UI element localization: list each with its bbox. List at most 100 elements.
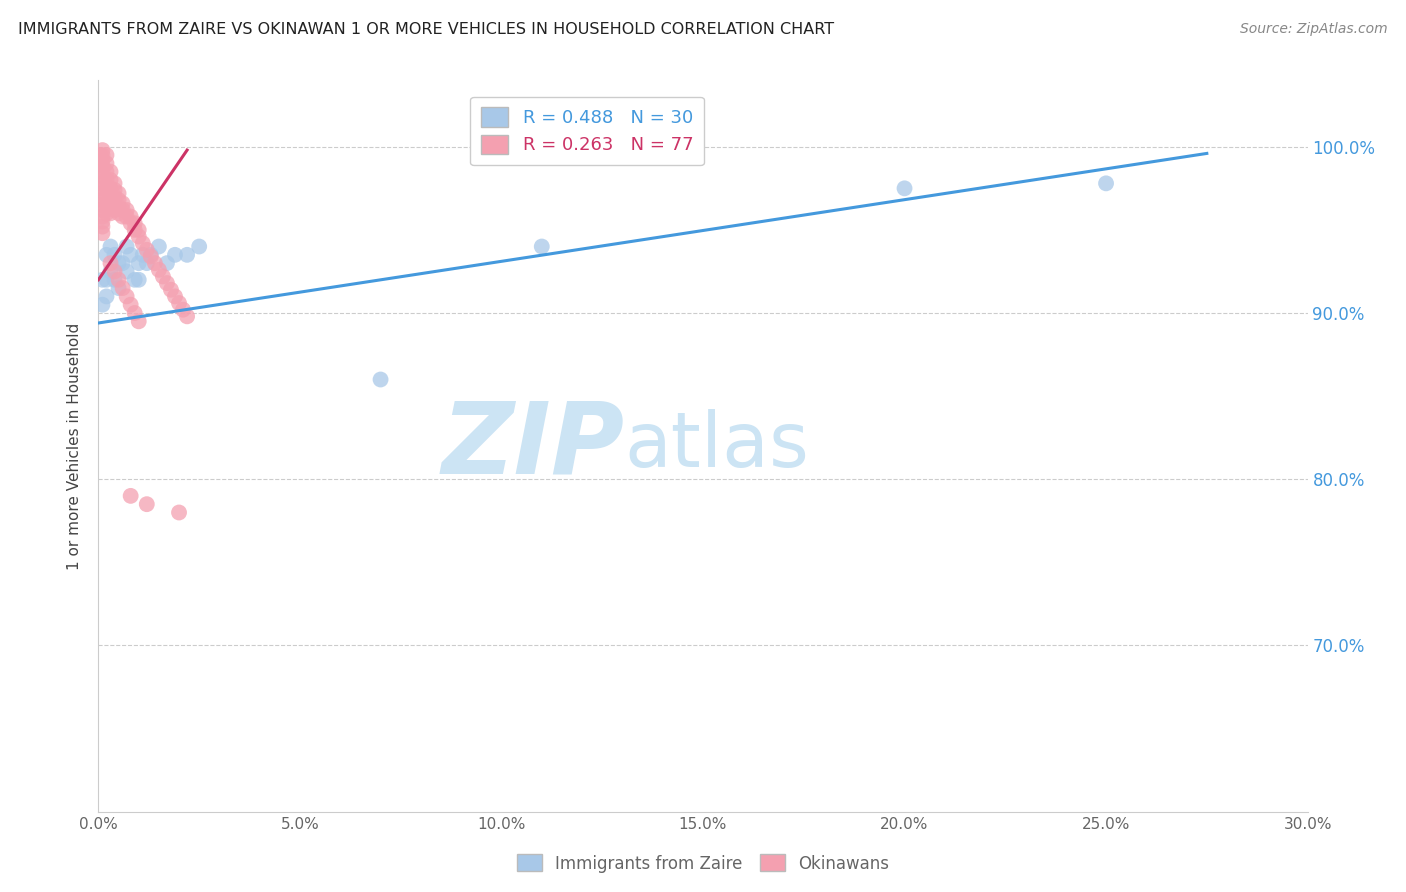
Point xyxy=(96,206,118,220)
Point xyxy=(893,181,915,195)
Point xyxy=(143,256,166,270)
Point xyxy=(132,248,155,262)
Point xyxy=(120,248,142,262)
Point xyxy=(120,298,142,312)
Point xyxy=(120,210,142,224)
Point xyxy=(167,506,190,520)
Point xyxy=(100,256,122,270)
Point xyxy=(1095,177,1118,191)
Point xyxy=(103,177,125,191)
Point xyxy=(91,186,114,201)
Point xyxy=(139,248,162,262)
Point xyxy=(163,248,186,262)
Point xyxy=(107,281,129,295)
Point xyxy=(115,202,138,217)
Point xyxy=(124,216,146,230)
Point xyxy=(128,256,150,270)
Point xyxy=(107,206,129,220)
Point xyxy=(100,264,122,278)
Point xyxy=(188,239,211,253)
Point xyxy=(91,148,114,162)
Point xyxy=(124,223,146,237)
Point xyxy=(120,489,142,503)
Point xyxy=(176,248,198,262)
Point xyxy=(115,264,138,278)
Point xyxy=(89,148,111,162)
Point xyxy=(163,289,186,303)
Point xyxy=(111,196,134,211)
Point xyxy=(167,296,190,310)
Point xyxy=(91,169,114,184)
Point xyxy=(128,229,150,244)
Point xyxy=(148,239,170,253)
Point xyxy=(148,262,170,277)
Point xyxy=(135,243,157,257)
Point xyxy=(91,202,114,217)
Point xyxy=(100,173,122,187)
Point xyxy=(91,210,114,224)
Point xyxy=(103,264,125,278)
Point xyxy=(100,189,122,203)
Point xyxy=(91,165,114,179)
Point xyxy=(160,283,183,297)
Text: IMMIGRANTS FROM ZAIRE VS OKINAWAN 1 OR MORE VEHICLES IN HOUSEHOLD CORRELATION CH: IMMIGRANTS FROM ZAIRE VS OKINAWAN 1 OR M… xyxy=(18,22,834,37)
Legend: R = 0.488   N = 30, R = 0.263   N = 77: R = 0.488 N = 30, R = 0.263 N = 77 xyxy=(470,96,704,165)
Point xyxy=(115,289,138,303)
Point xyxy=(96,248,118,262)
Point xyxy=(103,248,125,262)
Point xyxy=(370,372,392,386)
Point xyxy=(111,202,134,217)
Point xyxy=(172,302,194,317)
Point xyxy=(96,148,118,162)
Point xyxy=(135,497,157,511)
Point xyxy=(96,289,118,303)
Point xyxy=(103,273,125,287)
Point xyxy=(96,198,118,212)
Point xyxy=(100,181,122,195)
Point xyxy=(91,226,114,240)
Point xyxy=(111,210,134,224)
Point xyxy=(91,219,114,234)
Point xyxy=(107,193,129,207)
Point xyxy=(103,196,125,211)
Point xyxy=(96,156,118,170)
Point xyxy=(103,189,125,203)
Legend: Immigrants from Zaire, Okinawans: Immigrants from Zaire, Okinawans xyxy=(510,847,896,880)
Point xyxy=(96,181,118,195)
Text: Source: ZipAtlas.com: Source: ZipAtlas.com xyxy=(1240,22,1388,37)
Point xyxy=(100,239,122,253)
Point xyxy=(103,183,125,197)
Point xyxy=(100,165,122,179)
Point xyxy=(107,200,129,214)
Point xyxy=(100,206,122,220)
Point xyxy=(107,186,129,201)
Point xyxy=(96,273,118,287)
Y-axis label: 1 or more Vehicles in Household: 1 or more Vehicles in Household xyxy=(67,322,83,570)
Point xyxy=(135,256,157,270)
Point xyxy=(100,198,122,212)
Text: atlas: atlas xyxy=(624,409,810,483)
Point xyxy=(111,281,134,295)
Point xyxy=(120,216,142,230)
Point xyxy=(91,143,114,157)
Point xyxy=(128,223,150,237)
Point xyxy=(91,193,114,207)
Point xyxy=(91,158,114,172)
Point xyxy=(139,250,162,264)
Point xyxy=(115,239,138,253)
Point xyxy=(124,273,146,287)
Text: ZIP: ZIP xyxy=(441,398,624,494)
Point xyxy=(91,273,114,287)
Point xyxy=(111,256,134,270)
Point xyxy=(91,177,114,191)
Point xyxy=(96,173,118,187)
Point xyxy=(91,198,114,212)
Point xyxy=(96,165,118,179)
Point xyxy=(530,239,553,253)
Point xyxy=(156,256,179,270)
Point xyxy=(115,210,138,224)
Point xyxy=(103,202,125,217)
Point xyxy=(107,256,129,270)
Point xyxy=(152,269,174,284)
Point xyxy=(91,298,114,312)
